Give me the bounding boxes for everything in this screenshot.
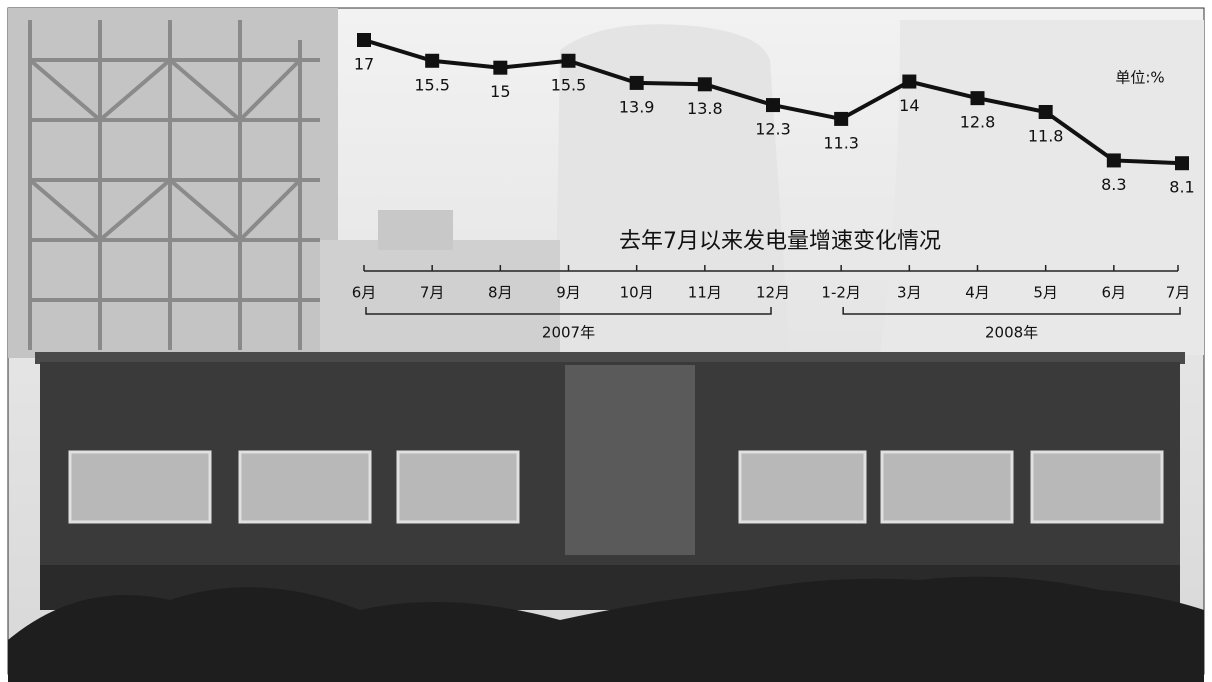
x-tick-label: 4月 bbox=[965, 284, 990, 302]
data-point bbox=[834, 111, 849, 126]
value-label: 13.9 bbox=[619, 97, 655, 116]
unit-label: 单位:% bbox=[1115, 69, 1164, 87]
data-point bbox=[357, 33, 371, 47]
x-tick-label: 3月 bbox=[897, 284, 922, 302]
x-tick-label: 7月 bbox=[1166, 284, 1191, 302]
data-point bbox=[629, 75, 644, 90]
value-label: 15 bbox=[490, 82, 510, 101]
x-tick-label: 11月 bbox=[688, 284, 722, 302]
x-tick-label: 6月 bbox=[1102, 284, 1127, 302]
data-point bbox=[425, 53, 440, 68]
year-bracket bbox=[365, 307, 772, 315]
value-label: 12.8 bbox=[960, 113, 996, 132]
value-label: 8.3 bbox=[1101, 175, 1126, 194]
x-tick-label: 5月 bbox=[1033, 284, 1058, 302]
value-label: 15.5 bbox=[414, 75, 450, 94]
value-label: 11.3 bbox=[823, 133, 859, 152]
data-point bbox=[561, 53, 576, 68]
value-label: 12.3 bbox=[755, 120, 791, 139]
x-tick-label: 9月 bbox=[556, 284, 581, 302]
value-label: 14 bbox=[899, 96, 919, 115]
data-point bbox=[970, 91, 985, 106]
x-tick-label: 6月 bbox=[352, 284, 377, 302]
data-point bbox=[766, 98, 780, 113]
year-label: 2007年 bbox=[542, 324, 595, 342]
x-tick-label: 8月 bbox=[488, 284, 513, 302]
year-bracket bbox=[842, 307, 1181, 315]
data-point bbox=[493, 60, 508, 75]
data-point bbox=[1175, 156, 1189, 171]
value-label: 13.8 bbox=[687, 99, 723, 118]
x-tick-label: 12月 bbox=[756, 284, 790, 302]
x-tick-label: 7月 bbox=[420, 284, 445, 302]
data-point bbox=[902, 74, 917, 89]
x-tick-label: 10月 bbox=[620, 284, 654, 302]
value-label: 15.5 bbox=[551, 75, 587, 94]
data-point bbox=[1106, 153, 1121, 168]
value-label: 11.8 bbox=[1028, 126, 1064, 145]
value-label: 17 bbox=[354, 55, 374, 74]
x-tick-label: 1-2月 bbox=[821, 284, 861, 302]
value-label: 8.1 bbox=[1169, 178, 1194, 197]
data-point bbox=[1038, 104, 1053, 119]
chart-title: 去年7月以来发电量增速变化情况 bbox=[619, 229, 941, 254]
year-label: 2008年 bbox=[985, 324, 1038, 342]
photo-background bbox=[7, 7, 1205, 682]
data-point bbox=[697, 77, 712, 92]
